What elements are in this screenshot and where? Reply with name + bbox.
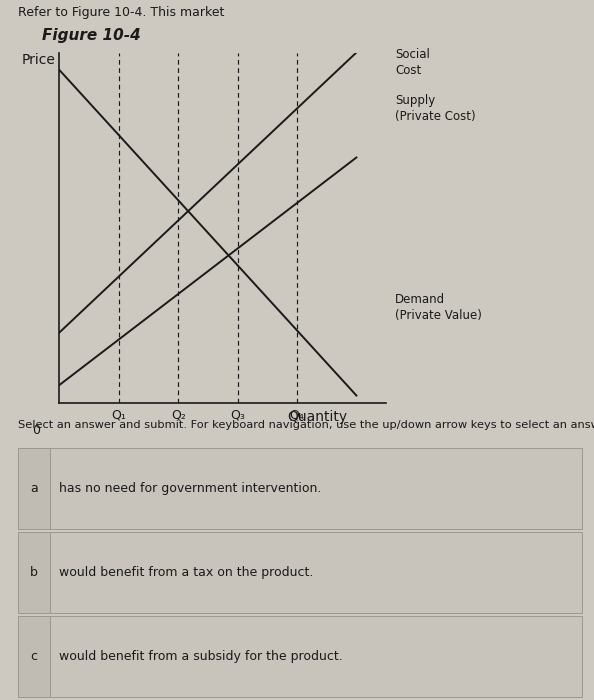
Text: Social
Cost: Social Cost bbox=[395, 48, 430, 78]
Text: Quantity: Quantity bbox=[287, 410, 348, 424]
Text: Demand
(Private Value): Demand (Private Value) bbox=[395, 293, 482, 323]
Text: Select an answer and submit. For keyboard navigation, use the up/down arrow keys: Select an answer and submit. For keyboar… bbox=[18, 420, 594, 430]
Text: would benefit from a tax on the product.: would benefit from a tax on the product. bbox=[59, 566, 314, 579]
Text: a: a bbox=[30, 482, 38, 495]
Text: Supply
(Private Cost): Supply (Private Cost) bbox=[395, 94, 476, 123]
Y-axis label: Price: Price bbox=[21, 52, 55, 66]
Text: b: b bbox=[30, 566, 38, 579]
Text: would benefit from a subsidy for the product.: would benefit from a subsidy for the pro… bbox=[59, 650, 343, 663]
Text: c: c bbox=[31, 650, 37, 663]
Text: Figure 10-4: Figure 10-4 bbox=[42, 28, 140, 43]
Text: 0: 0 bbox=[32, 424, 40, 437]
Text: has no need for government intervention.: has no need for government intervention. bbox=[59, 482, 322, 495]
Text: Refer to Figure 10-4. This market: Refer to Figure 10-4. This market bbox=[18, 6, 224, 19]
